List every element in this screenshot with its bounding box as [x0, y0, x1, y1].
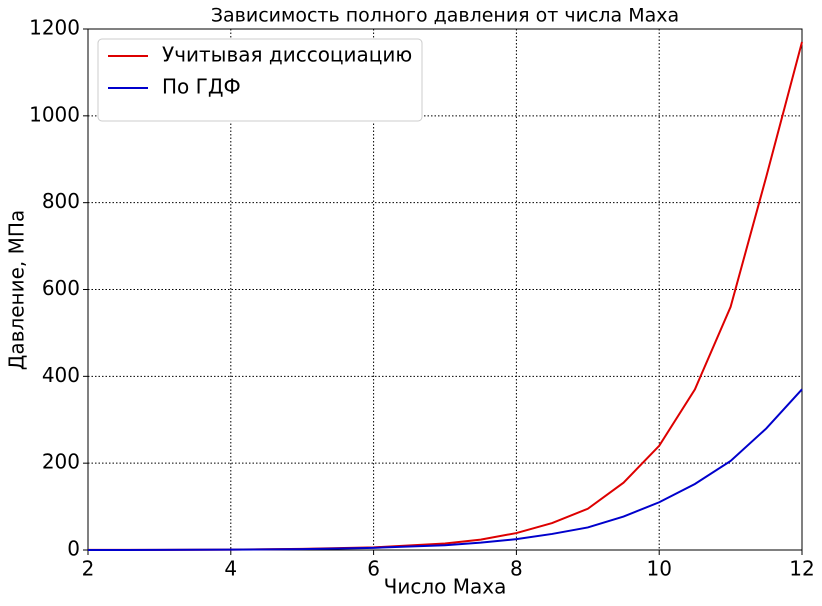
legend-label: По ГДФ [162, 75, 241, 99]
x-axis-label: Число Маха [384, 575, 507, 599]
plot-frame [87, 28, 803, 551]
legend-label: Учитывая диссоциацию [162, 43, 412, 67]
y-tick-label: 1000 [29, 102, 80, 126]
y-tick-label: 800 [42, 189, 80, 213]
y-tick-label: 1200 [29, 16, 80, 40]
y-tick-label: 200 [42, 450, 80, 474]
legend-box [97, 38, 423, 122]
series-line [87, 388, 803, 551]
x-tick-label: 10 [646, 557, 671, 581]
x-tick-label: 4 [224, 557, 237, 581]
chart-title: Зависимость полного давления от числа Ма… [211, 5, 679, 27]
y-tick-label: 600 [42, 276, 80, 300]
x-tick-label: 6 [367, 557, 380, 581]
x-tick-label: 2 [82, 557, 95, 581]
y-tick-label: 400 [42, 363, 80, 387]
x-tick-label: 12 [789, 557, 814, 581]
y-tick-label: 0 [67, 537, 80, 561]
y-axis-label: Давление, МПа [5, 210, 29, 370]
x-tick-label: 8 [510, 557, 523, 581]
